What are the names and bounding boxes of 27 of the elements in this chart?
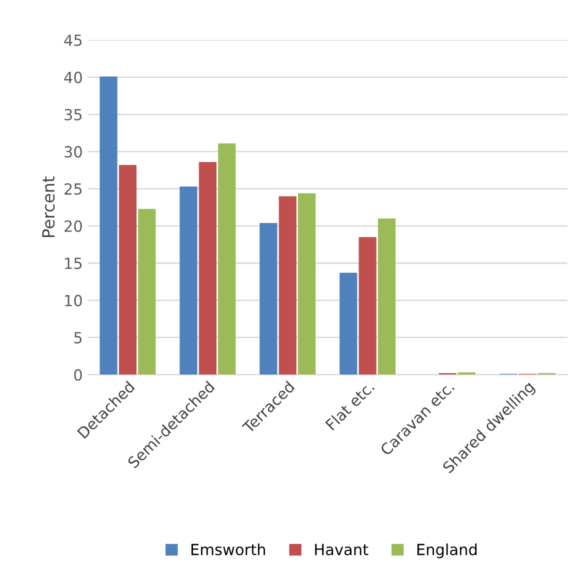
y-tick-label: 35 (64, 108, 82, 120)
bar (100, 76, 118, 375)
y-tick-label: 20 (64, 220, 82, 232)
y-tick-label: 25 (64, 183, 82, 195)
y-axis-title: Percent (42, 176, 55, 238)
bar (278, 196, 296, 375)
y-tick-label: 40 (64, 72, 82, 84)
bar (138, 208, 156, 375)
y-tick-label: 15 (65, 258, 82, 270)
bar (260, 222, 278, 375)
x-tick-label: Flat etc. (324, 380, 375, 431)
legend-label: Emsworth (191, 543, 265, 556)
bar (118, 164, 137, 375)
legend-label: Havant (315, 544, 368, 556)
bar (298, 193, 316, 375)
y-tick-label: 0 (74, 369, 82, 381)
bar (378, 218, 396, 375)
y-tick-label: 5 (74, 332, 82, 344)
bar (198, 162, 216, 375)
y-tick-label: 30 (64, 146, 82, 158)
y-tick-label: 45 (64, 34, 82, 46)
bar (218, 143, 236, 375)
y-tick-label: 10 (65, 294, 82, 306)
bar (340, 272, 358, 375)
bar (180, 186, 198, 375)
bar (358, 237, 376, 375)
legend-label: England (417, 543, 477, 558)
